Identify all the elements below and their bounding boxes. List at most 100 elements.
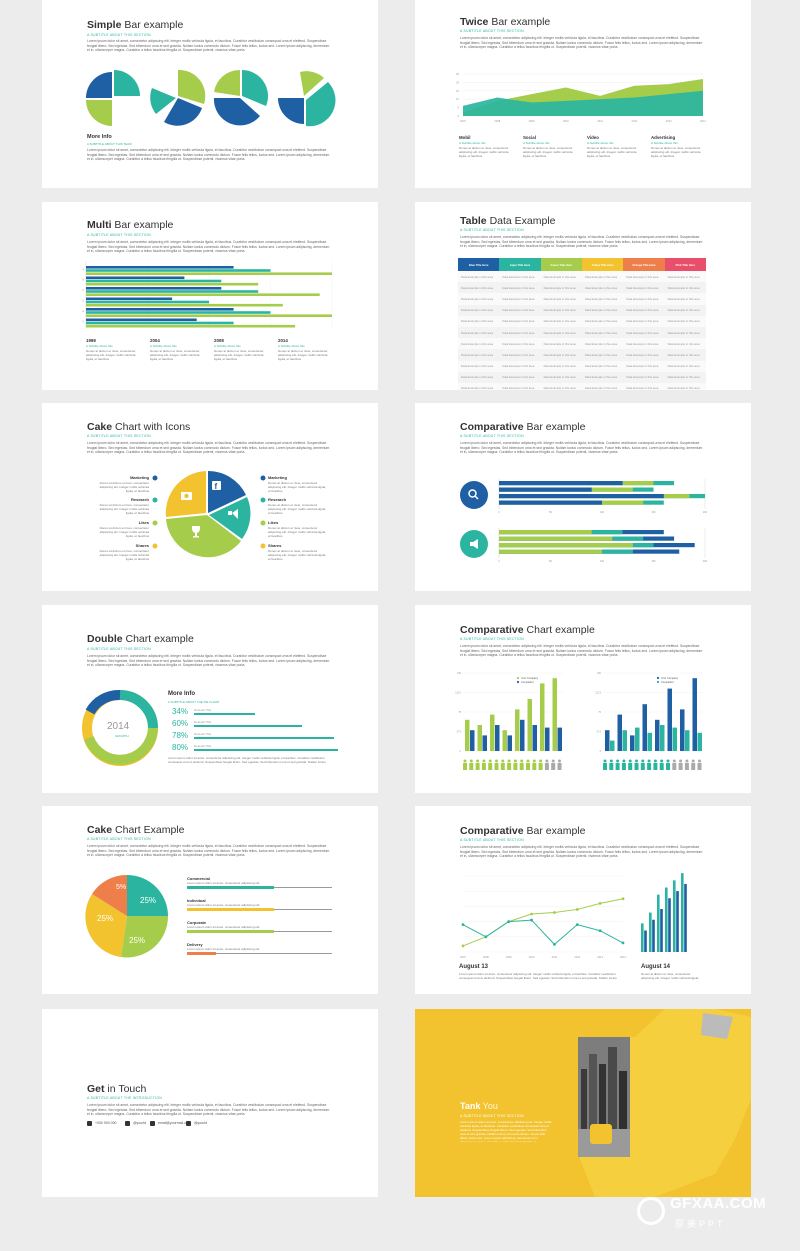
person-icon [647,763,652,770]
column-company [502,730,507,751]
year-subtitle: A Subtitle About this [86,344,113,348]
x-tick-label: 50 [549,560,552,563]
body-text: Lorem ipsum dolor sit amet, consectetur … [87,844,330,858]
person-icon [672,759,676,763]
slide-title: Tank You [460,1101,498,1111]
table-cell: Data Example in this area [623,304,665,316]
person-icon [641,759,645,763]
category-label: E [82,310,84,313]
line-series-lime [462,898,624,947]
year-subtitle: A Subtitle About this [278,344,305,348]
table-header-cell: Blue Title Here [458,258,500,271]
table-cell: Data Example in this area [664,304,706,316]
slide-title: Cake Chart with Icons [87,421,191,433]
x-tick-label: 2011 [597,119,603,123]
x-tick-label: 2014 [700,119,706,123]
column-company [692,678,697,751]
column-company [630,735,635,751]
table-cell: Data Example in this area [664,271,706,283]
table-row: Data Example in this area Data Example in… [458,271,706,283]
person-icon [660,759,664,763]
pie-slice [213,98,260,126]
column-subtitle: A Subtitle About this [523,141,550,145]
slide-title: Double Chart example [87,633,194,645]
percent-bar [194,725,302,727]
column-blue [660,909,663,952]
person-icon [495,759,498,763]
slide-thank-you: Tank You A SUBTITLE ABOUT THIS SECTION L… [415,1009,751,1197]
pie-1 [86,70,140,126]
table-cell: Data Example in this area [664,293,706,305]
y-tick-label: 5 [458,106,460,110]
legend-dot [516,680,520,684]
pie-slice [114,70,140,96]
column-teal [673,880,676,952]
table-cell: Data Example in this area [664,326,706,339]
y-tick-label: 112.5 [595,692,601,695]
twitter-icon [186,1121,191,1126]
table-cell: Data Example in this area [664,382,706,390]
column-competitor [647,732,652,751]
slide-double-chart: Double Chart example A SUBTITLE ABOUT TH… [42,605,378,793]
legend-text: Donec at dictum et risus, consectetur ad… [99,526,149,538]
right-chart-title: August 14 [641,964,671,970]
table-header-cell: Aqua Title Here [499,258,541,271]
legend-text: Donec at dictum et risus, consectetur ad… [268,549,327,561]
bar-teal [86,290,259,293]
x-tick-label: 50 [549,511,552,514]
column-teal [649,912,652,952]
contact-email[interactable]: email@yourmail.com [158,1121,191,1125]
percent-label: Network Title [194,732,212,736]
slide-subtitle: A SUBTITLE ABOUT THIS SECTION [87,837,151,841]
legend-title: Marketing [268,475,287,480]
more-info-subtitle: A SUBTITLE ABOUT THIS TEAM [87,142,132,146]
y-tick-label: 0 [600,750,602,753]
column-competitor [660,725,665,751]
category-label: C [82,289,84,292]
contact-id[interactable]: @yourid [133,1121,147,1125]
table-cell: Data Example in this area [458,338,500,350]
right-chart-text: Donec at dictum et risus, consectetur ad… [641,972,700,980]
y-tick-label: 75 [598,711,601,714]
person-icon [488,759,492,763]
column-competitor [697,732,702,751]
percent-label: Network Title [194,708,212,712]
column-competitor [622,730,627,751]
line-point [484,935,488,939]
contact-twitter[interactable]: @yourid [194,1121,208,1125]
line-point [530,918,533,922]
table-cell: Data Example in this area [664,282,706,294]
x-tick-label: 2009 [529,119,535,123]
bar-blue [499,481,623,486]
year-title: 2014 [278,338,288,343]
table-cell: Data Example in this area [540,304,582,316]
slide-title: Get in Touch [87,1083,147,1095]
legend-title: Research [268,497,287,502]
percent-value: 34% [172,707,189,716]
person-icon [685,759,689,763]
table-cell: Data Example in this area [499,315,541,327]
person-icon [609,759,613,763]
year-text: Donec at dictum et risus, consectetur ad… [278,349,328,361]
body-text: Lorem ipsum dolor sit amet, consectetur … [460,1120,552,1142]
legend-text: Donec at dictum et risus, consectetur ad… [99,503,149,515]
bar-teal [86,300,209,304]
legend-title: Research [130,497,149,502]
search-badge [460,481,488,509]
more-info-title: More Info [87,134,112,140]
comparative-bar-chart: 0 50 100 150 200 0 50 100 150 200 [460,479,708,563]
bar-lime [499,549,602,554]
table-cell: Data Example in this area [581,382,624,390]
slide-subtitle: A SUBTITLE ABOUT THIS SECTION [460,637,524,641]
column-company [527,699,532,751]
photo-cutout [590,1124,612,1144]
year-text: Donec at dictum et risus, consectetur ad… [86,349,136,361]
person-icon [507,759,511,763]
table-cell: Data Example in this area [581,282,624,294]
legend-text: Donec at dictum et risus, consectetur ad… [268,481,327,493]
contact-phone[interactable]: +000 000 000 [95,1121,117,1125]
legend-dot [656,676,660,680]
table-cell: Data Example in this area [499,293,541,305]
person-icon [640,763,645,770]
y-tick-label: 75 [458,711,461,714]
